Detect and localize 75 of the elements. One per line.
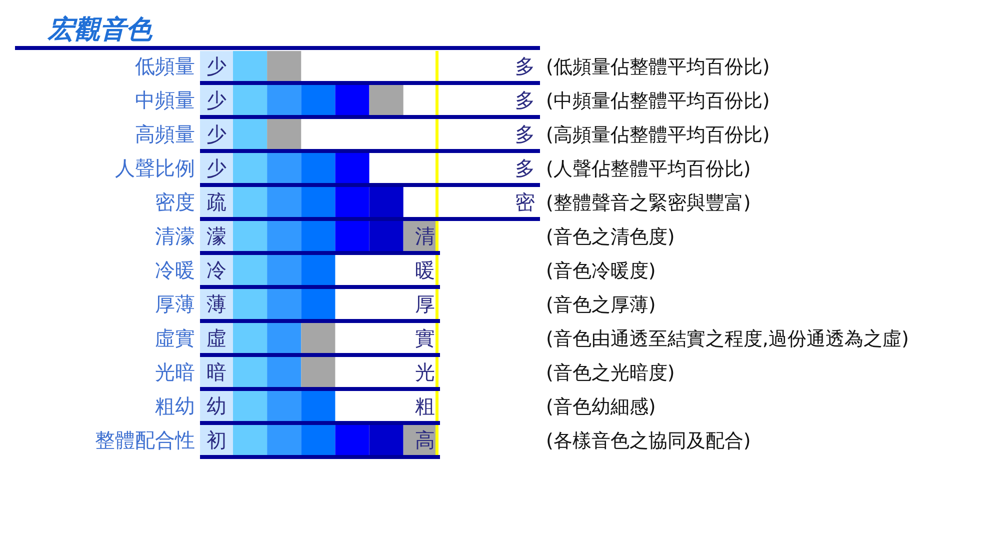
bar <box>301 221 336 251</box>
bar <box>267 187 302 217</box>
annotation: 光 <box>415 360 435 384</box>
bar <box>267 289 302 319</box>
bar <box>335 187 370 217</box>
bar <box>369 187 404 217</box>
annotation: 粗 <box>415 394 435 418</box>
text: (低頻量佔整體平均百份比) <box>546 56 770 78</box>
bar <box>301 85 336 115</box>
text: 密 <box>515 190 535 214</box>
text: (音色之光暗度) <box>546 362 675 384</box>
y-tick-label: 高頻量 <box>135 122 195 146</box>
text: (音色幼細感) <box>546 396 656 418</box>
text: 初 <box>206 428 226 452</box>
bar <box>369 425 404 455</box>
text: 多 <box>515 122 535 146</box>
bar <box>267 255 302 285</box>
text: 薄 <box>206 292 226 316</box>
annotation: 高 <box>415 428 435 452</box>
y-tick-label: 冷暖 <box>155 258 195 282</box>
bar <box>267 357 302 387</box>
text: (音色由通透至結實之程度,過份通透為之虛) <box>546 328 909 350</box>
text: 暗 <box>206 360 226 384</box>
text: (音色之清色度) <box>546 226 675 248</box>
text: 疏 <box>206 190 226 214</box>
text: (高頻量佔整體平均百份比) <box>546 124 770 146</box>
text: 多 <box>515 54 535 78</box>
bar <box>267 153 302 183</box>
y-tick-label: 中頻量 <box>135 88 195 112</box>
bar <box>335 221 370 251</box>
y-tick-label: 整體配合性 <box>95 428 195 452</box>
annotation: 暖 <box>415 258 435 282</box>
y-tick-label: 粗幼 <box>155 394 195 418</box>
bar <box>335 85 370 115</box>
y-tick-label: 低頻量 <box>135 54 195 78</box>
bar <box>301 289 336 319</box>
bar <box>369 221 404 251</box>
chart-title: 宏觀音色 <box>47 15 153 45</box>
text: (人聲佔整體平均百份比) <box>546 158 751 180</box>
bar <box>267 425 302 455</box>
annotation: 實 <box>415 326 435 350</box>
text: 幼 <box>206 394 226 418</box>
text: 濛 <box>206 224 226 248</box>
bar <box>335 425 370 455</box>
y-tick-label: 密度 <box>155 190 195 214</box>
text: 少 <box>206 54 226 78</box>
bar <box>267 85 302 115</box>
text: 虛 <box>206 326 226 350</box>
annotation: 厚 <box>415 292 435 316</box>
y-tick-label: 清濛 <box>155 224 195 248</box>
text: 多 <box>515 88 535 112</box>
bar <box>267 323 302 353</box>
bar <box>267 221 302 251</box>
text: 少 <box>206 88 226 112</box>
bar <box>301 255 336 285</box>
bar <box>301 425 336 455</box>
text: (音色之厚薄) <box>546 294 656 316</box>
bar <box>301 391 336 421</box>
bar <box>301 153 336 183</box>
bar <box>301 187 336 217</box>
annotation: 清 <box>415 224 435 248</box>
y-tick-label: 人聲比例 <box>115 156 195 180</box>
text: 少 <box>206 122 226 146</box>
text: (各樣音色之協同及配合) <box>546 430 751 452</box>
text: (中頻量佔整體平均百份比) <box>546 90 770 112</box>
bar <box>267 391 302 421</box>
y-tick-label: 虛實 <box>155 326 195 350</box>
text: 多 <box>515 156 535 180</box>
bar <box>335 153 370 183</box>
y-tick-label: 光暗 <box>155 360 195 384</box>
text: 冷 <box>206 258 226 282</box>
text: (音色冷暖度) <box>546 260 656 282</box>
y-tick-label: 厚薄 <box>155 292 195 316</box>
text: (整體聲音之緊密與豐富) <box>546 192 751 214</box>
text: 少 <box>206 156 226 180</box>
